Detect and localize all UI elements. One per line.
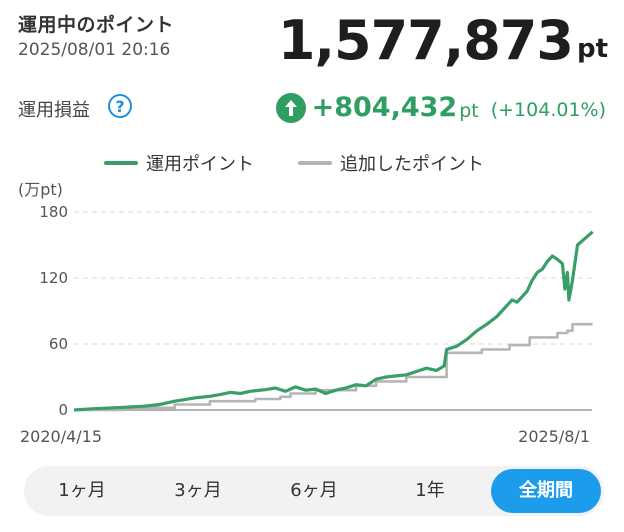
profit-value: +804,432 bbox=[311, 92, 458, 123]
period-tab[interactable]: 6ヶ月 bbox=[290, 480, 338, 501]
legend-added-swatch bbox=[298, 161, 332, 165]
points-chart: 180 120 60 0 2020/4/15 2025/8/1 bbox=[20, 203, 594, 446]
period-tab[interactable]: 3ヶ月 bbox=[174, 480, 222, 501]
series-added-line bbox=[74, 322, 593, 412]
legend-added-label: 追加したポイント bbox=[340, 154, 484, 175]
x-tick-label-end: 2025/8/1 bbox=[518, 427, 590, 446]
legend-added: 追加したポイント bbox=[298, 150, 484, 176]
profit-unit: pt bbox=[459, 99, 479, 122]
total-unit: pt bbox=[576, 34, 608, 64]
profit-percent: (+104.01%) bbox=[490, 98, 606, 121]
y-tick-label: 120 bbox=[39, 269, 68, 287]
total-value: 1,577,873 bbox=[277, 9, 574, 72]
period-tab[interactable]: 全期間 bbox=[491, 469, 601, 513]
page-title: 運用中のポイント bbox=[18, 14, 175, 36]
legend-invest: 運用ポイント bbox=[104, 150, 254, 176]
arrow-up-icon bbox=[275, 92, 306, 123]
series-invest-line bbox=[73, 230, 594, 412]
profit-label: 運用損益 bbox=[18, 100, 90, 121]
period-tab[interactable]: 1年 bbox=[415, 480, 445, 501]
legend-invest-swatch bbox=[104, 161, 138, 165]
legend-invest-label: 運用ポイント bbox=[146, 154, 254, 175]
y-axis-unit: (万pt) bbox=[18, 180, 63, 199]
profit-summary: +804,432 pt (+104.01%) bbox=[275, 92, 606, 123]
period-selector: 1ヶ月 3ヶ月 6ヶ月 1年 全期間 bbox=[24, 466, 604, 516]
help-icon[interactable]: ? bbox=[108, 94, 132, 118]
y-tick-label: 0 bbox=[58, 401, 68, 419]
timestamp: 2025/08/01 20:16 bbox=[18, 40, 171, 60]
x-tick-label-start: 2020/4/15 bbox=[20, 427, 102, 446]
total-points: 1,577,873 pt bbox=[278, 14, 608, 68]
period-tab[interactable]: 1ヶ月 bbox=[58, 480, 106, 501]
y-tick-label: 180 bbox=[39, 203, 68, 221]
y-tick-label: 60 bbox=[49, 335, 68, 353]
